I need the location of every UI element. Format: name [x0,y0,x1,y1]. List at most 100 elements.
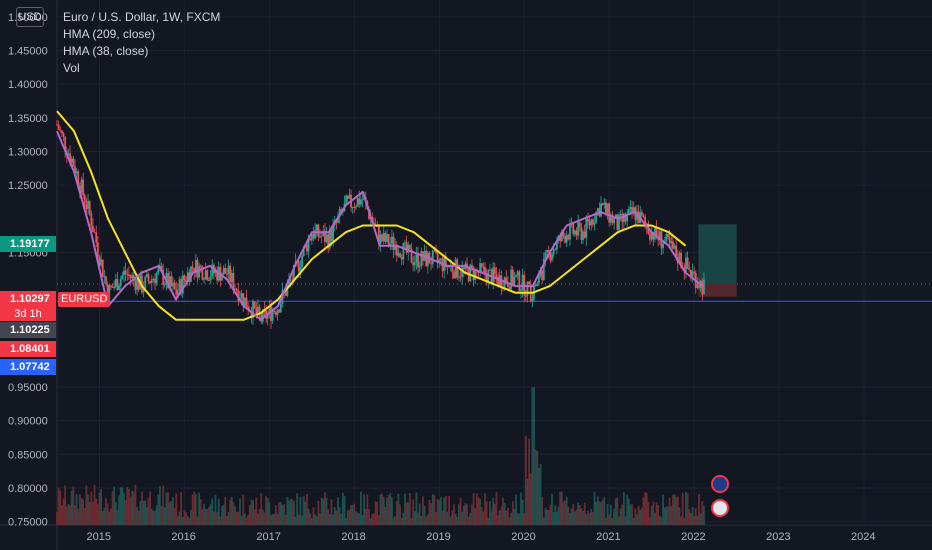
volume-bar [315,516,318,525]
candle-body [232,272,235,290]
volume-bar [569,512,571,525]
candle-body [198,265,201,278]
volume-bar [392,517,395,525]
candle-body [544,252,547,260]
candle-body [289,279,292,281]
volume-bar [355,511,357,525]
indicator-hma-38[interactable]: HMA (38, close) [63,44,149,58]
candle-body [330,229,333,242]
x-tick-label: 2021 [596,531,620,543]
candle-body [686,257,689,269]
candle-body [456,259,459,278]
volume-bar [214,494,217,525]
candle-body [209,276,212,281]
candle-body [577,222,580,236]
candle-body [80,179,83,193]
candle-body [569,223,571,240]
x-tick-label: 2017 [256,531,280,543]
candle-body [245,297,248,307]
candle-body [75,171,78,174]
volume-bar [503,502,506,525]
volume-bar [208,507,210,525]
volume-bar [688,509,691,525]
volume-bar [294,516,297,525]
candle-body [457,276,460,278]
volume-bar [686,493,689,525]
indicator-volume[interactable]: Vol [63,61,80,75]
candle-body [542,259,545,281]
volume-bar [310,518,313,525]
candle-body [518,271,521,292]
candle-body [539,270,542,276]
volume-bar [611,518,614,525]
candle-body [191,266,194,268]
candle-body [670,241,673,244]
volume-bar [261,509,264,525]
volume-bar [162,485,165,525]
volume-bar [658,515,661,525]
volume-bar [279,502,282,525]
volume-bar [57,487,60,525]
volume-bar [412,499,415,525]
candle-body [224,268,227,274]
volume-bar [619,508,622,525]
volume-bar [247,515,250,525]
candle-body [351,207,354,209]
candle-body [528,281,531,285]
volume-bar [443,497,446,525]
volume-bar [227,512,230,525]
volume-bar [459,497,462,525]
candle-body [103,276,106,278]
candle-body [183,275,186,281]
volume-bar [75,493,78,525]
volume-bar [495,491,498,525]
candle-body [319,236,321,238]
volume-bar [100,489,103,525]
y-tick-label: 0.85000 [8,449,48,461]
candle-body [310,234,313,241]
indicator-hma-209[interactable]: HMA (209, close) [63,27,156,41]
candle-body [408,244,411,249]
candle-body [459,276,462,278]
candle-body [276,309,279,315]
volume-bar [556,511,558,525]
candle-body [358,198,361,205]
candle-body [317,224,320,237]
volume-bar [622,492,625,525]
candle-body [127,274,130,276]
volume-bar [529,473,532,525]
volume-bar [404,493,406,525]
candle-body [137,278,140,290]
volume-bar [475,493,478,525]
volume-bar [222,504,225,525]
candle-body [230,272,233,282]
us-flag-icon[interactable] [711,499,729,517]
candle-body [279,303,282,313]
candle-body [580,226,583,240]
y-tick-label: 0.75000 [8,517,48,529]
volume-bar [657,505,660,525]
candle-body [379,234,382,244]
volume-bar [196,516,199,525]
volume-bar [320,497,323,525]
currency-selector[interactable]: USD [16,7,44,27]
candle-body [667,233,669,238]
volume-bar [614,498,617,525]
volume-bar [270,515,272,525]
volume-bar [366,494,369,525]
eu-flag-icon[interactable] [711,475,729,493]
volume-bar [235,511,238,525]
volume-bar [665,506,668,525]
candle-body [286,284,289,296]
candle-body [56,124,58,126]
candle-body [482,266,485,268]
candle-body [118,285,120,291]
volume-bar [683,518,686,525]
volume-bar [350,505,352,525]
volume-bar [472,493,475,525]
volume-bar [137,510,140,525]
volume-bar [405,502,408,525]
volume-bar [462,505,465,525]
candle-body [559,235,562,241]
